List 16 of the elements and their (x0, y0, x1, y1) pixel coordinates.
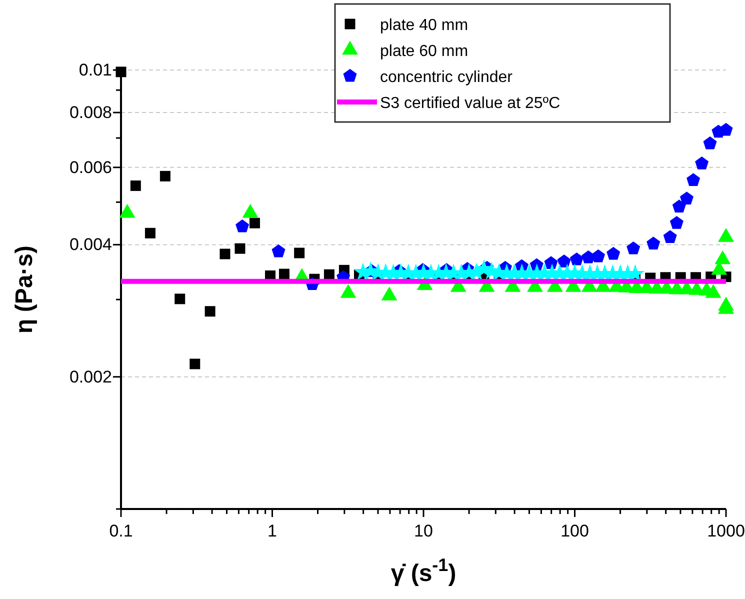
legend-label: S3 certified value at 25ºC (380, 95, 560, 112)
x-axis-title: γ̇ (s$^{-1}$) (390, 555, 456, 587)
y-axis-title: η (Pa·s) (11, 245, 38, 334)
x-tick-label: 10 (414, 522, 433, 541)
x-tick-label: 100 (560, 522, 589, 541)
y-tick-label: 0.008 (69, 102, 112, 122)
y-tick-label: 0.01 (78, 60, 112, 80)
legend-label: concentric cylinder (380, 69, 514, 86)
x-tick-label: 1 (268, 522, 277, 541)
y-tick-label: 0.002 (69, 367, 112, 386)
legend-label: plate 60 mm (380, 43, 468, 60)
x-tick-label: 0.1 (109, 522, 133, 541)
x-tick-label: 1000 (707, 522, 745, 541)
y-tick-label: 0.006 (69, 158, 112, 177)
y-tick-label: 0.004 (69, 235, 112, 254)
legend-label: plate 40 mm (380, 17, 468, 34)
